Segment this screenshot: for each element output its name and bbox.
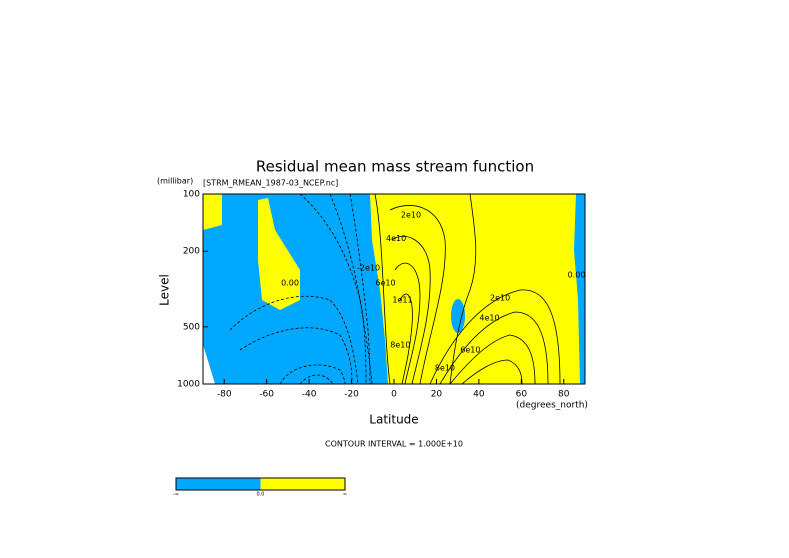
- y-tick-label: 1000: [177, 380, 200, 390]
- x-tick-label: -20: [344, 390, 359, 400]
- contour-label: 2e10: [401, 211, 421, 220]
- colorbar-label: 0.0: [257, 492, 265, 498]
- y-tick-label: 500: [183, 322, 200, 332]
- colorbar-label: -∞: [173, 492, 179, 498]
- contour-label: 0.00: [568, 271, 586, 280]
- y-units: (millibar): [157, 177, 193, 186]
- contour-label: 8e10: [435, 364, 455, 373]
- negative-region: [574, 194, 585, 384]
- colorbar-label: ∞: [343, 492, 347, 498]
- x-tick-label: 0: [391, 390, 397, 400]
- colorbar-frame: [175, 477, 346, 491]
- x-tick-label: -40: [302, 390, 317, 400]
- x-tick-label: -80: [217, 390, 232, 400]
- y-axis-label: Level: [158, 274, 172, 306]
- contour-label: 6e10: [375, 278, 395, 287]
- contour-label: 1e11: [392, 295, 412, 304]
- x-tick-label: 40: [473, 390, 485, 400]
- plot-fills: [203, 194, 585, 384]
- x-tick-label: 20: [431, 390, 443, 400]
- x-tick-label: 60: [516, 390, 528, 400]
- x-axis-label: Latitude: [369, 413, 418, 427]
- y-tick-label: 100: [183, 190, 200, 200]
- contour-interval: CONTOUR INTERVAL = 1.000E+10: [325, 440, 463, 449]
- negative-region: [451, 299, 465, 333]
- chart-title: Residual mean mass stream function: [256, 158, 534, 176]
- x-tick-label: 80: [558, 390, 570, 400]
- subtitle: [STRM_RMEAN_1987-03_NCEP.nc]: [203, 179, 338, 188]
- contour-label: 0.00: [281, 278, 299, 287]
- contour-lines: [229, 193, 561, 385]
- x-tick-label: -60: [259, 390, 274, 400]
- x-units: (degrees_north): [516, 401, 588, 411]
- contour-label: 4e10: [386, 234, 406, 243]
- contour-label: -2e10: [357, 263, 380, 272]
- colorbar-negative: [176, 478, 261, 490]
- contour-label: 6e10: [460, 345, 480, 354]
- empty-region: [203, 345, 215, 384]
- contour-label: 4e10: [479, 314, 499, 323]
- colorbar-positive: [260, 478, 345, 490]
- contour-label: 2e10: [490, 294, 510, 303]
- y-tick-label: 200: [183, 247, 200, 257]
- contour-label: 8e10: [390, 340, 410, 349]
- positive-region: [258, 198, 300, 310]
